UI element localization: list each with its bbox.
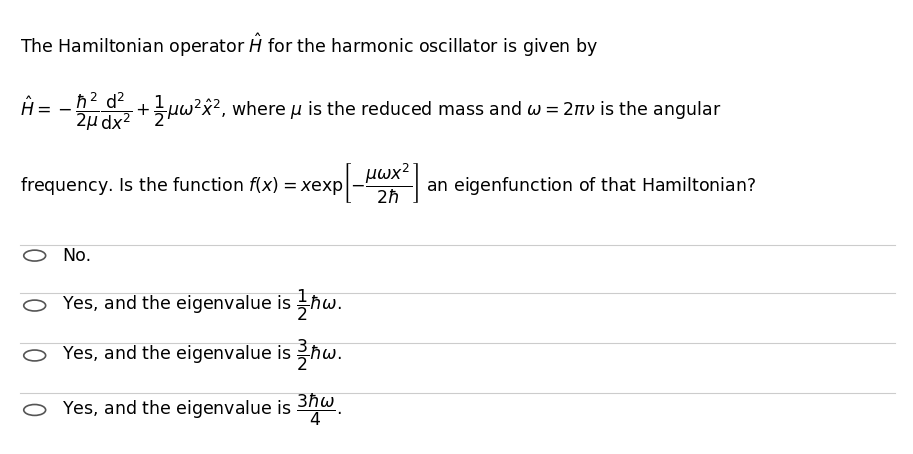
Text: No.: No. [62,247,91,265]
Text: Yes, and the eigenvalue is $\dfrac{3}{2}\hbar\omega$.: Yes, and the eigenvalue is $\dfrac{3}{2}… [62,338,341,373]
Text: $\hat{H} = -\dfrac{\hbar^2}{2\mu}\dfrac{\mathrm{d}^2}{\mathrm{d}x^2} + \dfrac{1}: $\hat{H} = -\dfrac{\hbar^2}{2\mu}\dfrac{… [20,91,721,133]
Text: Yes, and the eigenvalue is $\dfrac{1}{2}\hbar\omega$.: Yes, and the eigenvalue is $\dfrac{1}{2}… [62,288,341,323]
Text: frequency. Is the function $f(x) = x\exp\!\left[-\dfrac{\mu\omega x^2}{2\hbar}\r: frequency. Is the function $f(x) = x\exp… [20,161,757,205]
Text: The Hamiltonian operator $\hat{H}$ for the harmonic oscillator is given by: The Hamiltonian operator $\hat{H}$ for t… [20,32,598,59]
Text: Yes, and the eigenvalue is $\dfrac{3\hbar\omega}{4}$.: Yes, and the eigenvalue is $\dfrac{3\hba… [62,392,341,428]
